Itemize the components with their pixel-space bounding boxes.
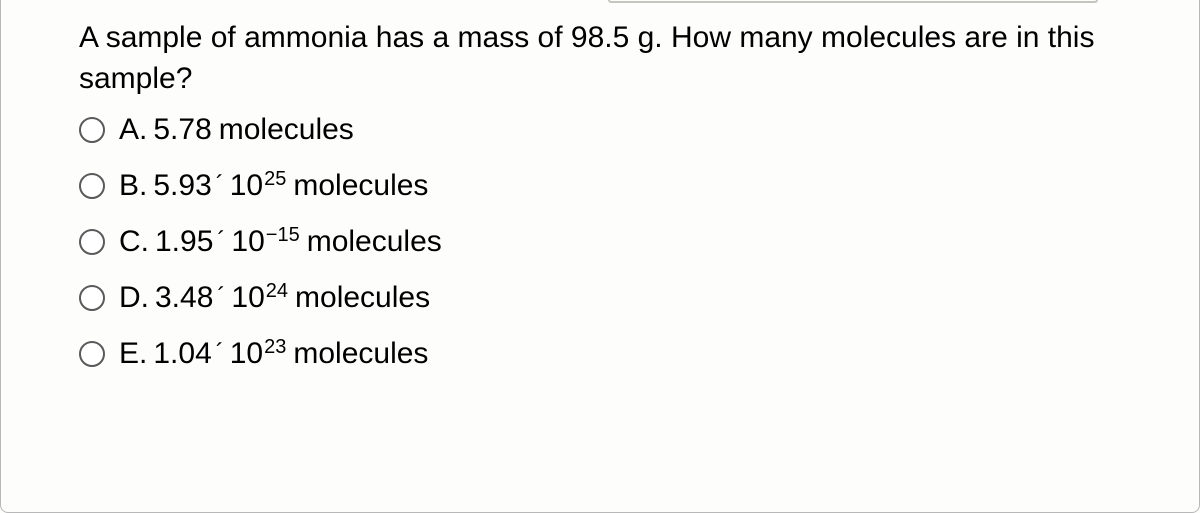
option-c[interactable]: C. 1.95 ´ 10−15 molecules <box>79 225 1121 259</box>
option-unit: molecules <box>219 113 354 147</box>
question-container: A sample of ammonia has a mass of 98.5 g… <box>1 0 1199 413</box>
option-coefficient: 5.78 <box>153 113 211 147</box>
option-e[interactable]: E. 1.04 ´ 1023 molecules <box>79 337 1121 371</box>
option-e-label: E. 1.04 ´ 1023 molecules <box>119 337 428 371</box>
option-coefficient: 1.95 <box>155 225 213 259</box>
option-unit: molecules <box>293 169 428 203</box>
multiply-symbol: ´ <box>217 227 225 255</box>
radio-icon <box>79 173 105 199</box>
option-b[interactable]: B. 5.93 ´ 1025 molecules <box>79 169 1121 203</box>
option-unit: molecules <box>307 225 442 259</box>
multiply-symbol: ´ <box>216 171 224 199</box>
option-b-label: B. 5.93 ´ 1025 molecules <box>119 169 428 203</box>
radio-icon <box>79 117 105 143</box>
options-list: A. 5.78 molecules B. 5.93 ´ 1025 molecul… <box>79 113 1121 393</box>
option-exponent: 23 <box>264 336 286 359</box>
question-text: A sample of ammonia has a mass of 98.5 g… <box>79 18 1121 99</box>
option-exponent: 25 <box>264 168 286 191</box>
multiply-symbol: ´ <box>217 283 225 311</box>
radio-icon <box>79 285 105 311</box>
option-a-label: A. 5.78 molecules <box>119 113 354 147</box>
option-unit: molecules <box>293 337 428 371</box>
option-unit: molecules <box>295 281 430 315</box>
option-base: 10 <box>230 337 263 371</box>
partial-box-top <box>608 0 1098 3</box>
option-coefficient: 5.93 <box>153 169 211 203</box>
option-exponent: 24 <box>266 280 288 303</box>
option-base: 10 <box>230 169 263 203</box>
option-letter: E. <box>119 337 147 371</box>
option-coefficient: 1.04 <box>153 337 211 371</box>
option-base: 10 <box>231 281 264 315</box>
option-d[interactable]: D. 3.48 ´ 1024 molecules <box>79 281 1121 315</box>
option-letter: A. <box>119 113 147 147</box>
radio-icon <box>79 341 105 367</box>
option-exponent: −15 <box>266 224 300 247</box>
multiply-symbol: ´ <box>216 339 224 367</box>
option-a[interactable]: A. 5.78 molecules <box>79 113 1121 147</box>
option-d-label: D. 3.48 ´ 1024 molecules <box>119 281 430 315</box>
option-letter: C. <box>119 225 149 259</box>
radio-icon <box>79 229 105 255</box>
option-letter: B. <box>119 169 147 203</box>
option-c-label: C. 1.95 ´ 10−15 molecules <box>119 225 442 259</box>
option-coefficient: 3.48 <box>155 281 213 315</box>
option-letter: D. <box>119 281 149 315</box>
option-base: 10 <box>231 225 264 259</box>
